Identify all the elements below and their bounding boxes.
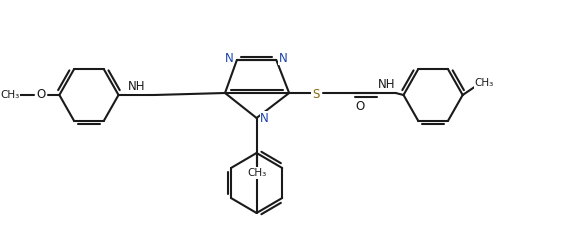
Text: N: N [279,51,287,64]
Text: S: S [312,89,319,101]
Text: O: O [36,89,45,101]
Text: O: O [356,99,365,113]
Text: NH: NH [378,78,395,90]
Text: NH: NH [128,80,145,94]
Text: CH₃: CH₃ [475,78,494,88]
Text: N: N [260,111,269,124]
Text: CH₃: CH₃ [1,90,20,100]
Text: N: N [224,51,233,64]
Text: CH₃: CH₃ [247,168,266,178]
